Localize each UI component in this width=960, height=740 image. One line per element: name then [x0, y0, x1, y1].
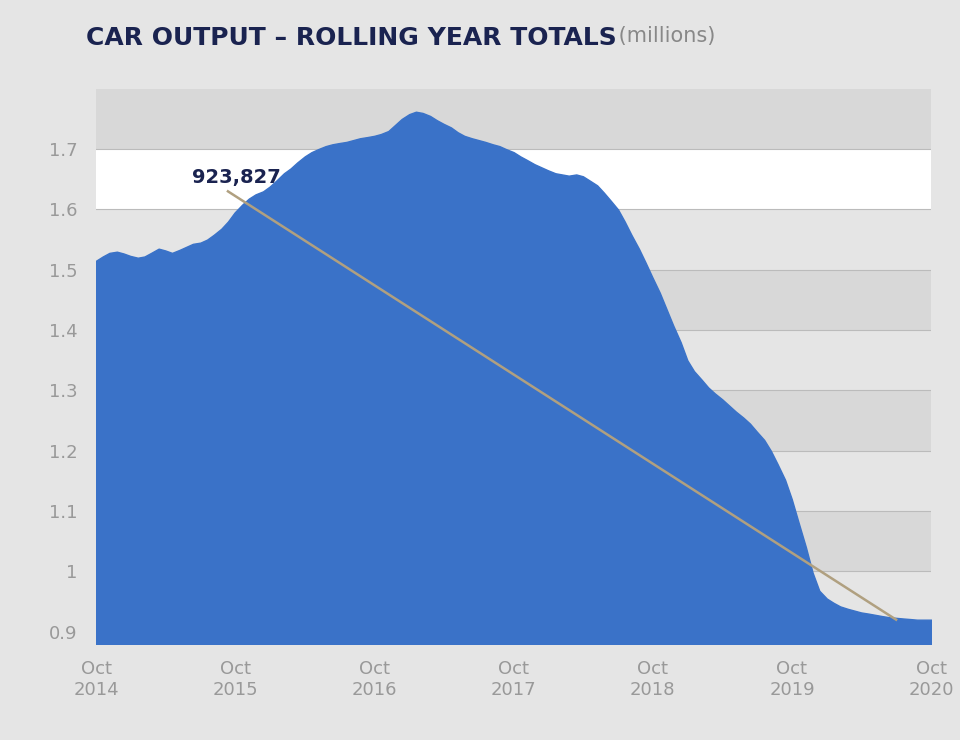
- Bar: [96, 270, 931, 330]
- Bar: [96, 391, 931, 451]
- Bar: [96, 571, 931, 632]
- Text: CAR OUTPUT – ROLLING YEAR TOTALS: CAR OUTPUT – ROLLING YEAR TOTALS: [86, 26, 617, 50]
- Text: (millions): (millions): [612, 26, 716, 46]
- Bar: [96, 89, 931, 149]
- Text: 923,827: 923,827: [192, 167, 280, 186]
- Bar: [96, 330, 931, 391]
- Bar: [96, 451, 931, 511]
- Bar: [96, 511, 931, 571]
- Bar: [96, 209, 931, 270]
- Bar: [96, 632, 931, 644]
- Bar: [96, 149, 931, 209]
